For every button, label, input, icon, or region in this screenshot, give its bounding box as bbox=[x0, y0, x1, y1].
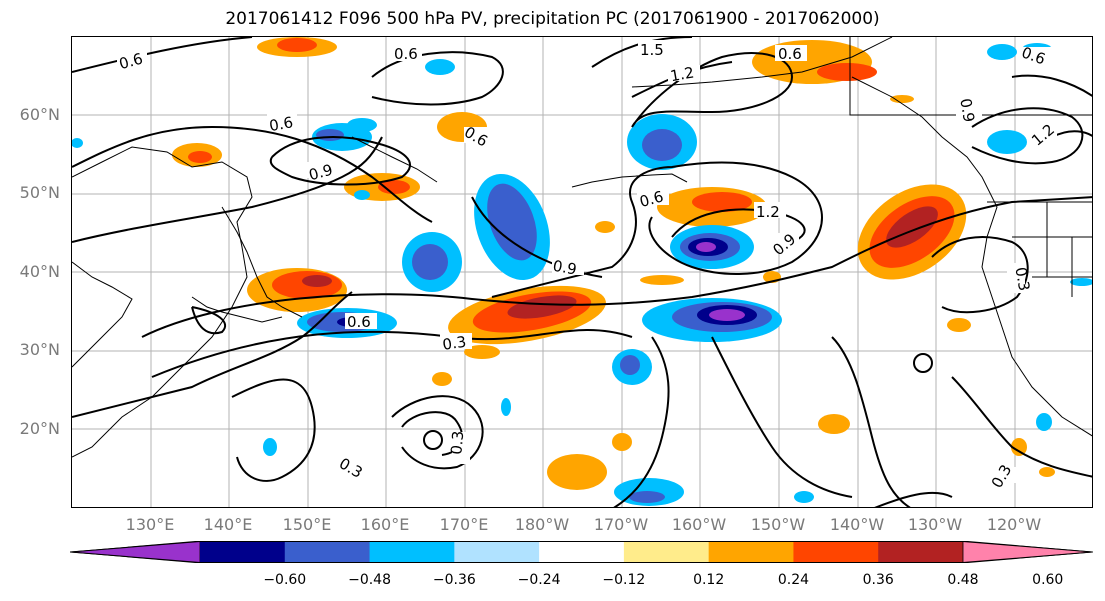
lon-label-130w: 130°W bbox=[907, 515, 963, 534]
colorbar-tick-label: −0.36 bbox=[432, 572, 476, 588]
contour-label: 1.2 bbox=[669, 63, 696, 85]
lon-label-170e: 170°E bbox=[439, 515, 489, 534]
colorbar-tick-label: 0.12 bbox=[693, 572, 725, 588]
colorbar-outline bbox=[70, 541, 1093, 563]
lon-label-130e: 130°E bbox=[125, 515, 175, 534]
colorbar-segment bbox=[539, 541, 625, 563]
colorbar-tick-label: −0.60 bbox=[263, 572, 307, 588]
contour-label: 0.6 bbox=[347, 313, 371, 331]
lat-label-50n: 50°N bbox=[19, 183, 60, 202]
lon-label-150e: 150°E bbox=[282, 515, 332, 534]
colorbar-tick-label: −0.24 bbox=[517, 572, 561, 588]
map-svg: 0.6 0.6 0.6 0.6 0.6 0.6 0.6 0.9 0.9 0.9 … bbox=[72, 37, 1092, 507]
lon-label-140e: 140°E bbox=[203, 515, 253, 534]
colorbar-segment bbox=[623, 541, 710, 563]
colorbar-tick-label: 0.24 bbox=[777, 572, 810, 588]
contour-label: 0.3 bbox=[447, 430, 467, 455]
colorbar-segment bbox=[708, 541, 794, 563]
colorbar-segment bbox=[284, 541, 371, 563]
lat-label-40n: 40°N bbox=[19, 262, 60, 281]
lon-label-180w: 180°W bbox=[514, 515, 570, 534]
colorbar-segment bbox=[369, 541, 455, 563]
colorbar-tick-label: 0.60 bbox=[1032, 572, 1064, 588]
contour-label: 0.6 bbox=[778, 45, 802, 63]
contour-label: 0.3 bbox=[988, 461, 1016, 491]
contour-label: 0.3 bbox=[336, 454, 366, 482]
colorbar-tick-label: 0.36 bbox=[862, 572, 894, 588]
lon-label-120w: 120°W bbox=[986, 515, 1042, 534]
lon-label-160e: 160°E bbox=[360, 515, 410, 534]
contour-label: 0.9 bbox=[551, 257, 578, 279]
lat-label-60n: 60°N bbox=[19, 105, 60, 124]
lat-label-30n: 30°N bbox=[19, 340, 60, 359]
contour-label: 1.2 bbox=[756, 203, 780, 221]
colorbar-segment bbox=[793, 541, 879, 563]
colorbar-extend-low bbox=[70, 541, 201, 563]
precip-positive bbox=[172, 37, 1055, 490]
contour-label: 1.2 bbox=[1028, 120, 1058, 149]
lat-label-20n: 20°N bbox=[19, 419, 60, 438]
lon-label-160w: 160°W bbox=[671, 515, 727, 534]
colorbar bbox=[70, 541, 1093, 563]
colorbar-segment bbox=[200, 541, 286, 563]
contour-label: 0.3 bbox=[1011, 266, 1033, 293]
contour-label: 0.9 bbox=[307, 161, 335, 185]
lon-label-140w: 140°W bbox=[829, 515, 885, 534]
colorbar-segments bbox=[70, 541, 1093, 563]
coastlines bbox=[72, 37, 1092, 458]
contour-label: 1.5 bbox=[640, 41, 664, 59]
pv-contours bbox=[72, 37, 1092, 507]
colorbar-tick-label: −0.12 bbox=[602, 572, 646, 588]
colorbar-tick-label: 0.48 bbox=[947, 572, 979, 588]
colorbar-segment bbox=[454, 541, 540, 563]
lon-label-150w: 150°W bbox=[750, 515, 806, 534]
contour-label: 0.9 bbox=[956, 97, 978, 124]
contour-label: 0.3 bbox=[441, 333, 467, 354]
plot-title: 2017061412 F096 500 hPa PV, precipitatio… bbox=[225, 9, 880, 29]
colorbar-tick-label: −0.48 bbox=[348, 572, 391, 588]
contour-label: 0.6 bbox=[268, 113, 295, 135]
colorbar-extend-high bbox=[962, 541, 1093, 563]
map-panel: 0.6 0.6 0.6 0.6 0.6 0.6 0.6 0.9 0.9 0.9 … bbox=[71, 36, 1093, 508]
contour-label: 0.6 bbox=[638, 187, 666, 211]
contour-label: 0.6 bbox=[394, 45, 418, 63]
precip-negative bbox=[72, 43, 1092, 506]
contour-label: 0.6 bbox=[117, 49, 145, 73]
lon-label-170w: 170°W bbox=[593, 515, 649, 534]
colorbar-segment bbox=[878, 541, 964, 563]
